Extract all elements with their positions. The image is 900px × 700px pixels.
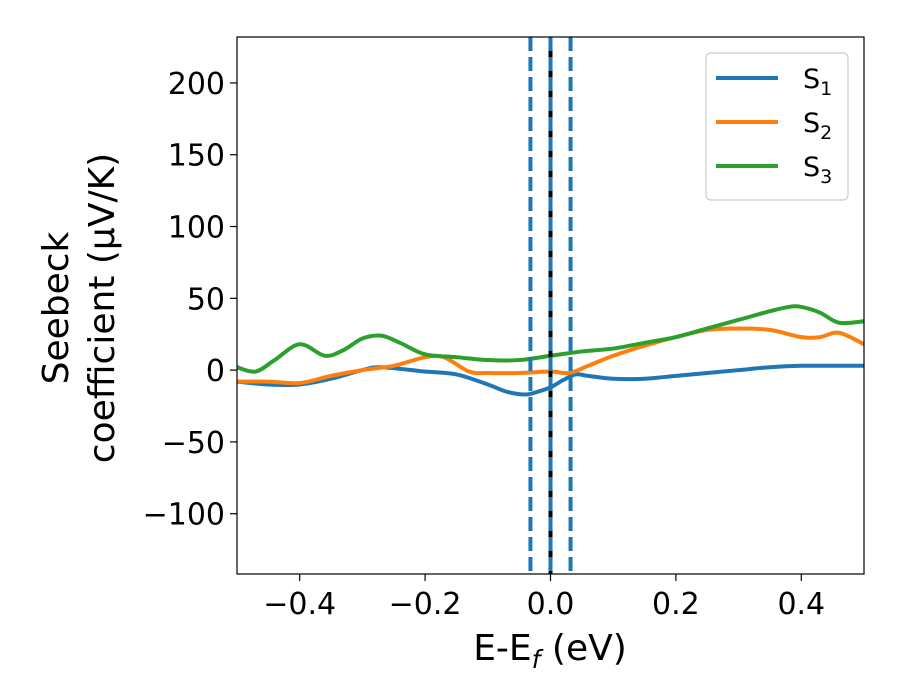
- x-tick-label: −0.4: [263, 587, 336, 622]
- y-tick-label: −100: [143, 498, 225, 533]
- legend: S1 S2 S3: [705, 52, 849, 201]
- x-tick-label: −0.2: [389, 587, 462, 622]
- x-axis-title: E-Ef (eV): [473, 628, 627, 674]
- y-axis-title-line1: Seebeck: [36, 231, 77, 384]
- x-tick-label: 0.2: [652, 587, 700, 622]
- y-tick-label: 200: [168, 67, 225, 102]
- reference-lines: [528, 37, 573, 574]
- y-axis: −100 −50 0 50 100 150 200: [143, 67, 237, 533]
- series-line-s3: [237, 304, 864, 374]
- x-tick-label: 0.4: [777, 587, 825, 622]
- y-axis-title-line2: coefficient (μV/K): [82, 153, 123, 463]
- x-tick-label: 0.0: [527, 587, 575, 622]
- series-line-s2: [237, 326, 864, 386]
- legend-entry-s1: S1: [716, 64, 832, 100]
- legend-entry-s3: S3: [716, 152, 832, 188]
- y-tick-label: −50: [162, 426, 225, 461]
- y-tick-label: 0: [206, 354, 225, 389]
- legend-frame: [705, 52, 849, 201]
- y-tick-label: 50: [187, 282, 225, 317]
- x-axis: −0.4 −0.2 0.0 0.2 0.4: [263, 574, 825, 622]
- legend-entry-s2: S2: [716, 108, 832, 144]
- y-axis-title: Seebeck coefficient (μV/K): [36, 153, 123, 463]
- legend-label: S3: [803, 152, 832, 188]
- legend-label: S2: [803, 108, 832, 144]
- legend-label: S1: [803, 64, 832, 100]
- y-tick-label: 100: [168, 211, 225, 246]
- y-tick-label: 150: [168, 139, 225, 174]
